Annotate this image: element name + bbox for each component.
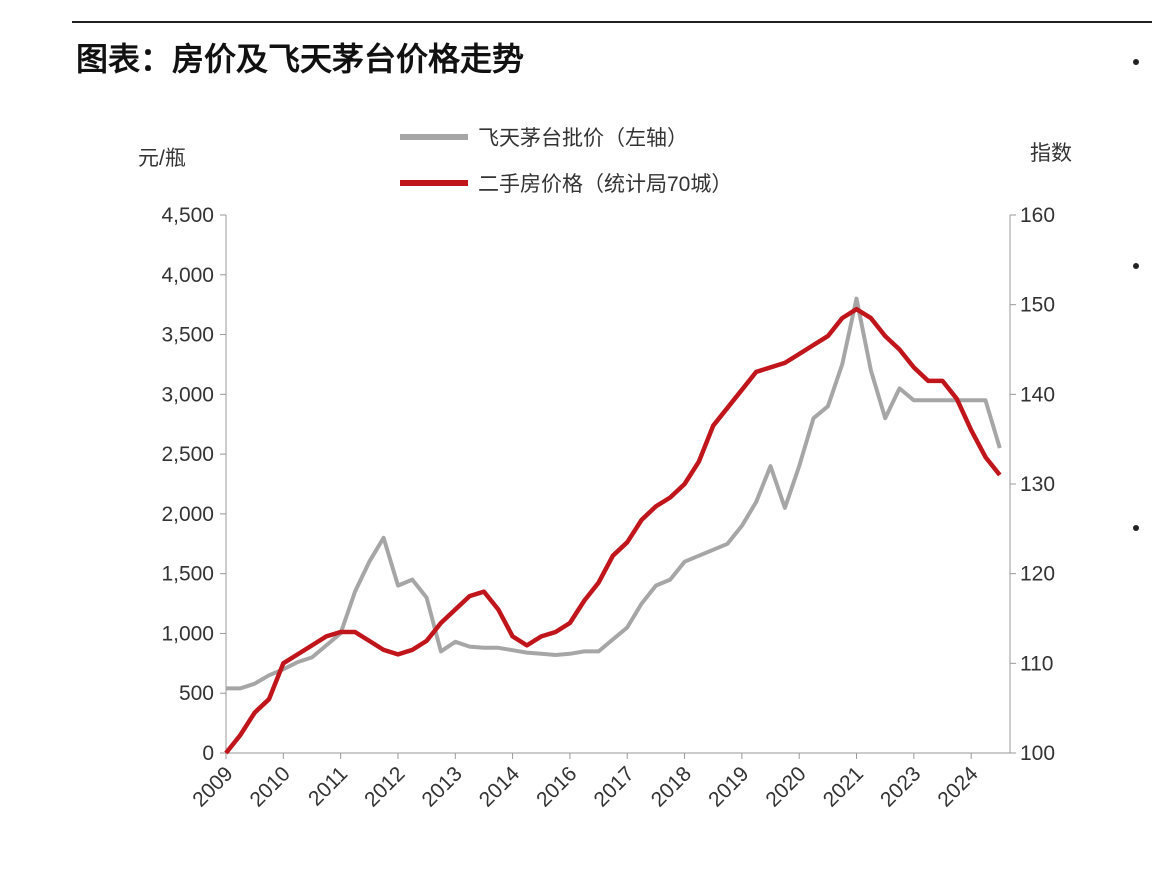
y-tick-label: 4,500 [161,204,214,227]
y2-tick-label: 160 [1020,204,1055,227]
x-tick-label: 2021 [819,762,868,811]
bullet [1133,59,1139,65]
x-tick-label: 2024 [933,762,983,812]
y-tick-label: 4,000 [161,264,214,287]
chart-title: 图表：房价及飞天茅台价格走势 [76,41,524,77]
bullet [1133,263,1139,269]
y-tick-label: 1,500 [161,563,214,586]
y-tick-label: 1,000 [161,622,214,645]
legend-label: 二手房价格（统计局70城） [478,173,732,196]
x-tick-label: 2009 [188,762,237,811]
y-tick-label: 3,000 [161,383,214,406]
x-tick-label: 2017 [589,762,638,811]
y2-tick-label: 150 [1020,294,1055,317]
x-tick-label: 2020 [761,762,810,811]
y2-tick-label: 100 [1020,742,1055,765]
y2-axis-label: 指数 [1030,142,1072,165]
x-tick-label: 2013 [418,762,467,811]
bullet [1133,525,1139,531]
y-tick-label: 3,500 [161,324,214,347]
x-tick-label: 2019 [704,762,753,811]
y-tick-label: 0 [202,742,214,765]
series-line [224,306,1002,755]
x-tick-label: 2011 [304,762,352,810]
y2-tick-label: 120 [1020,563,1055,586]
y2-tick-label: 140 [1020,383,1055,406]
y-axis-label: 元/瓶 [138,147,186,170]
y2-tick-label: 110 [1020,652,1053,675]
x-tick-label: 2018 [647,762,696,811]
y-tick-label: 2,500 [161,443,214,466]
y-tick-label: 500 [179,682,214,705]
x-tick-label: 2010 [246,762,295,811]
x-tick-label: 2014 [475,762,525,812]
x-tick-label: 2023 [876,762,925,811]
y-tick-label: 2,000 [161,503,214,526]
y2-tick-label: 130 [1020,473,1055,496]
x-tick-label: 2016 [532,762,581,811]
legend-label: 飞天茅台批价（左轴） [478,127,688,150]
series-line [226,296,1002,691]
x-tick-label: 2012 [360,762,409,811]
